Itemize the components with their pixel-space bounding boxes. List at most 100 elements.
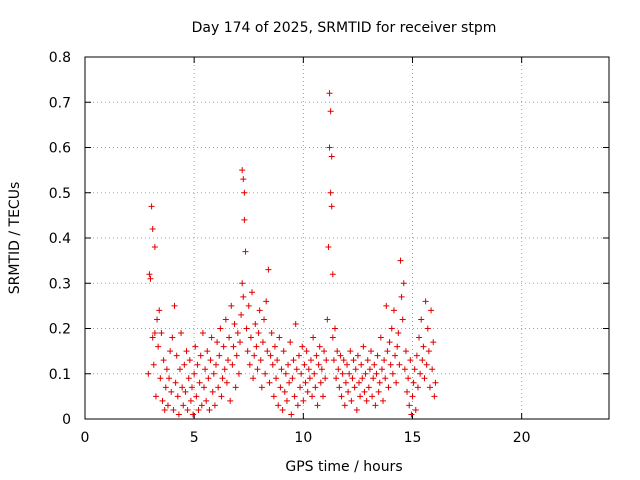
data-point (341, 402, 348, 409)
data-point (409, 393, 416, 400)
data-point (183, 348, 190, 355)
data-point (270, 393, 277, 400)
y-tick-label: 0.6 (49, 141, 71, 157)
data-point (172, 379, 179, 386)
data-point (423, 361, 430, 368)
data-point (327, 108, 334, 115)
data-point (298, 370, 305, 377)
data-points (145, 90, 439, 418)
data-point (240, 176, 247, 183)
data-point (242, 248, 249, 255)
data-point (278, 366, 285, 373)
data-point (152, 393, 159, 400)
data-point (377, 334, 384, 341)
data-point (213, 361, 219, 368)
data-point (410, 379, 417, 386)
data-point (362, 370, 369, 377)
data-point (383, 302, 390, 309)
data-point (151, 330, 158, 337)
data-point (326, 90, 333, 97)
data-point (361, 388, 368, 395)
data-point (350, 357, 357, 364)
data-point (354, 352, 361, 359)
data-point (190, 411, 197, 418)
data-point (158, 330, 165, 337)
data-point (304, 388, 311, 395)
data-point (314, 402, 321, 409)
y-tick-label: 0.5 (49, 186, 71, 202)
data-point (187, 397, 194, 404)
data-point (420, 343, 427, 350)
x-tick-label: 15 (404, 430, 422, 446)
y-tick-label: 0 (62, 412, 71, 428)
data-point (195, 406, 202, 413)
data-point (205, 375, 212, 382)
data-point (397, 257, 404, 264)
data-point (254, 366, 261, 373)
data-point (208, 334, 215, 341)
data-point (351, 384, 358, 391)
data-point (388, 325, 395, 332)
data-point (329, 334, 336, 341)
data-point (226, 334, 233, 341)
data-point (425, 348, 432, 355)
data-point (171, 302, 178, 309)
data-point (347, 348, 354, 355)
data-point (204, 348, 211, 355)
data-point (315, 361, 322, 368)
data-point (432, 379, 439, 386)
data-point (202, 366, 209, 373)
data-point (294, 402, 301, 409)
data-point (210, 370, 217, 377)
data-point (166, 375, 173, 382)
data-point (406, 402, 413, 409)
data-point (234, 330, 241, 337)
data-point (417, 370, 424, 377)
data-point (188, 384, 195, 391)
data-point (267, 352, 274, 359)
data-point (342, 379, 349, 386)
data-point (360, 343, 367, 350)
data-point (264, 348, 271, 355)
data-point (231, 320, 238, 327)
data-point (220, 343, 227, 350)
data-point (328, 153, 335, 160)
data-point (322, 375, 329, 382)
data-point (416, 334, 423, 341)
data-point (334, 348, 341, 355)
data-point (167, 348, 174, 355)
data-point (265, 266, 272, 273)
data-point (364, 357, 371, 364)
data-point (291, 393, 298, 400)
data-point (399, 316, 406, 323)
data-point (221, 366, 228, 373)
data-point (392, 352, 399, 359)
data-point (232, 384, 239, 391)
data-point (297, 384, 304, 391)
data-point (371, 361, 378, 368)
data-point (299, 343, 306, 350)
data-point (193, 393, 200, 400)
data-point (288, 411, 295, 418)
data-point (309, 393, 316, 400)
data-point (382, 375, 389, 382)
data-point (295, 352, 302, 359)
data-point (228, 302, 235, 309)
data-point (241, 189, 248, 196)
data-point (293, 366, 300, 373)
data-point (301, 361, 308, 368)
data-point (160, 357, 167, 364)
data-point (225, 357, 232, 364)
data-point (247, 334, 254, 341)
data-point (328, 203, 335, 210)
data-point (145, 370, 152, 377)
x-tick-label: 5 (190, 430, 199, 446)
data-point (366, 366, 373, 373)
data-point (405, 375, 412, 382)
data-point (300, 397, 307, 404)
data-point (216, 352, 223, 359)
data-point (286, 379, 293, 386)
data-point (249, 289, 256, 296)
data-point (199, 330, 206, 337)
data-point (345, 388, 352, 395)
